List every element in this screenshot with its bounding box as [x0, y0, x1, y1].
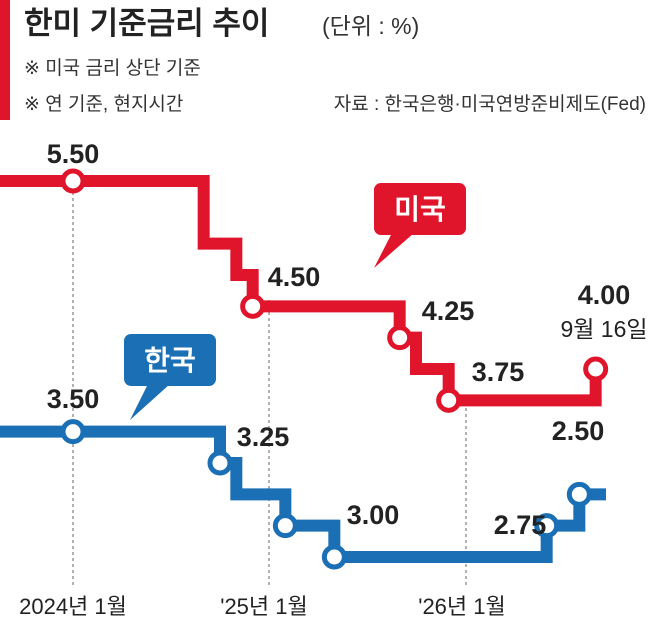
data-label: 3.75: [472, 357, 525, 387]
legend-callout-korea: 한국: [124, 334, 216, 420]
data-label: 2.75: [494, 510, 547, 540]
x-tick-label: 2024년 1월: [19, 594, 127, 619]
data-label: 3.00: [347, 500, 400, 530]
data-point-marker: [60, 168, 86, 194]
data-label: 2.50: [552, 416, 605, 446]
data-point-marker: [534, 513, 560, 539]
data-sublabel: 9월 16일: [560, 316, 647, 342]
x-tick-label: '25년 1월: [220, 594, 308, 619]
data-label: 4.50: [268, 262, 321, 292]
note-line-2: ※ 연 기준, 현지시간: [24, 93, 183, 115]
chart-title: 한미 기준금리 추이: [24, 6, 269, 41]
data-point-marker: [60, 419, 86, 445]
note-line-1: ※ 미국 금리 상단 기준: [24, 57, 201, 79]
data-label: 5.50: [47, 139, 100, 169]
data-point-marker: [272, 513, 298, 539]
data-point-marker: [207, 450, 233, 476]
data-label: 4.25: [422, 296, 475, 326]
legend-label-us: 미국: [394, 194, 446, 225]
accent-bar: [0, 0, 10, 120]
legend-label-korea: 한국: [144, 345, 196, 376]
data-point-marker: [436, 387, 462, 413]
data-label: 3.50: [47, 384, 100, 414]
data-point-marker: [583, 356, 609, 382]
series-markers-us: [60, 168, 609, 413]
legend-callout-us: 미국: [374, 183, 466, 268]
x-tick-label: '26년 1월: [418, 594, 506, 619]
data-label: 3.25: [237, 422, 290, 452]
series-markers-korea: [60, 419, 592, 570]
data-label: 4.00: [578, 280, 631, 310]
data-point-marker: [387, 325, 413, 351]
source-note: 자료 : 한국은행·미국연방준비제도(Fed): [334, 93, 646, 115]
data-point-marker: [321, 544, 347, 570]
data-point-marker: [566, 481, 592, 507]
unit-label: (단위 : %): [322, 13, 419, 39]
series-line-us: [0, 175, 602, 407]
data-point-marker: [240, 293, 266, 319]
